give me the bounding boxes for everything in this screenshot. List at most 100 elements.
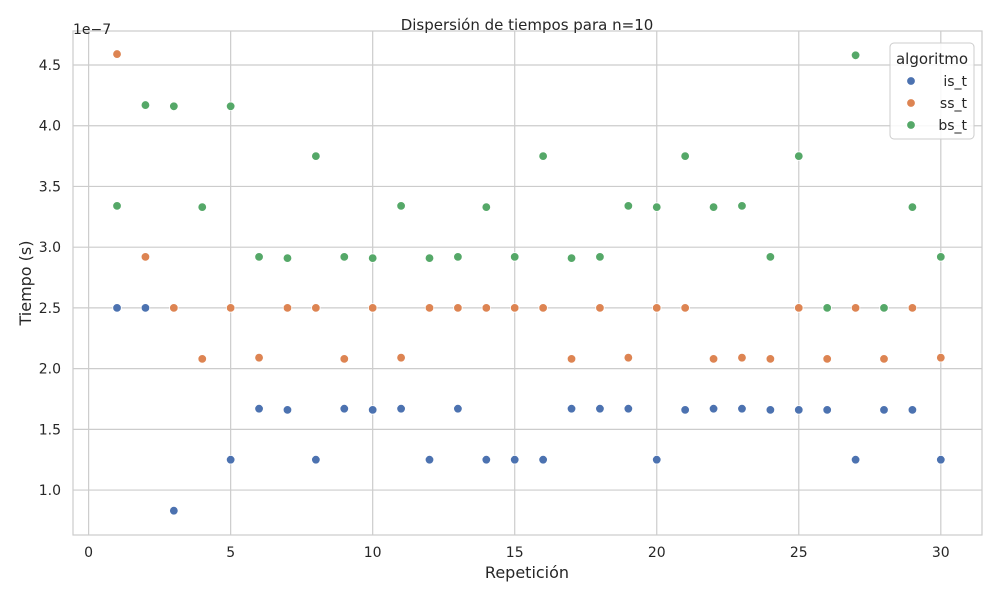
point-is_t-13: [453, 403, 463, 414]
point-is_t-21: [680, 405, 690, 415]
legend-title: algoritmo: [896, 50, 968, 68]
grid: [73, 31, 982, 535]
point-ss_t-27: [850, 303, 861, 313]
point-ss_t-7: [282, 303, 293, 313]
y-tick-labels: 1.0 1.5 2.0 2.5 3.0 3.5 4.0 4.5: [39, 58, 61, 499]
point-bs_t-12: [424, 253, 435, 263]
y-tick-label: 3.0: [39, 240, 61, 256]
point-ss_t-5: [225, 303, 236, 313]
point-ss_t-18: [595, 303, 605, 313]
point-bs_t-13: [453, 252, 463, 262]
point-bs_t-22: [708, 202, 719, 212]
point-bs_t-17: [566, 253, 577, 263]
point-ss_t-20: [652, 303, 662, 313]
y-tick-label: 2.0: [39, 362, 61, 378]
point-bs_t-2: [140, 100, 151, 110]
point-ss_t-13: [453, 303, 463, 313]
point-is_t-26: [822, 405, 832, 415]
x-tick-label: 30: [932, 545, 950, 561]
point-ss_t-15: [510, 303, 520, 313]
y-tick-label: 2.5: [39, 301, 61, 317]
point-is_t-23: [737, 403, 747, 414]
x-tick-labels: 0 5 10 15 20 25 30: [84, 545, 950, 561]
y-tick-label: 1.5: [39, 422, 61, 438]
point-ss_t-4: [197, 354, 207, 364]
y-tick-label: 3.5: [39, 179, 61, 195]
point-ss_t-8: [311, 303, 321, 313]
point-is_t-3: [169, 506, 179, 516]
point-is_t-6: [254, 403, 264, 414]
point-ss_t-14: [481, 303, 492, 313]
x-tick-label: 25: [790, 545, 808, 561]
point-bs_t-1: [112, 201, 122, 211]
point-ss_t-9: [339, 354, 349, 364]
point-ss_t-22: [708, 354, 719, 364]
point-is_t-9: [339, 403, 349, 414]
legend-box: [889, 42, 975, 140]
point-bs_t-29: [907, 202, 918, 212]
point-is_t-15: [510, 455, 520, 465]
point-bs_t-4: [197, 202, 207, 212]
point-bs_t-24: [765, 252, 776, 262]
x-axis-label: Repetición: [485, 563, 569, 582]
y-tick-label: 4.0: [39, 119, 61, 135]
point-bs_t-14: [481, 202, 492, 212]
point-bs_t-11: [396, 201, 406, 211]
point-is_t-16: [538, 455, 548, 465]
point-ss_t-10: [367, 303, 378, 313]
point-ss_t-29: [907, 303, 918, 313]
point-is_t-7: [282, 405, 293, 415]
point-is_t-11: [396, 403, 406, 414]
point-bs_t-30: [936, 252, 946, 262]
plot-frame: [72, 30, 983, 536]
y-tick-label: 1.0: [39, 483, 61, 499]
point-ss_t-11: [396, 352, 406, 363]
point-is_t-30: [936, 455, 946, 465]
point-ss_t-24: [765, 354, 776, 364]
point-is_t-24: [765, 405, 776, 415]
legend-marker-bs_t: [906, 120, 916, 130]
point-ss_t-30: [936, 352, 946, 363]
point-is_t-2: [140, 303, 151, 313]
y-offset-label: 1e−7: [73, 22, 111, 38]
legend-label-ss_t: ss_t: [940, 96, 968, 112]
point-bs_t-19: [623, 201, 634, 211]
point-is_t-10: [367, 405, 378, 415]
point-bs_t-10: [367, 253, 378, 263]
point-is_t-17: [566, 403, 577, 414]
legend-label-is_t: is_t: [943, 74, 967, 90]
point-bs_t-7: [282, 253, 293, 263]
point-is_t-22: [708, 403, 719, 414]
y-tick-label: 4.5: [39, 58, 61, 74]
point-ss_t-1: [112, 49, 122, 59]
point-bs_t-3: [169, 101, 179, 111]
point-is_t-29: [907, 405, 918, 415]
legend-items: is_t ss_t bs_t: [906, 74, 968, 134]
point-ss_t-19: [623, 352, 634, 363]
point-is_t-12: [424, 455, 435, 465]
point-bs_t-25: [794, 151, 804, 161]
legend: algoritmo is_t ss_t bs_t: [889, 42, 975, 140]
point-is_t-25: [794, 405, 804, 415]
legend-marker-is_t: [906, 76, 916, 86]
data-points: [112, 49, 946, 516]
point-bs_t-8: [311, 151, 321, 161]
legend-marker-ss_t: [906, 98, 916, 108]
point-ss_t-16: [538, 303, 548, 313]
point-bs_t-26: [822, 303, 832, 313]
x-tick-label: 0: [84, 545, 93, 561]
point-bs_t-6: [254, 252, 264, 262]
point-ss_t-21: [680, 303, 690, 313]
point-ss_t-25: [794, 303, 804, 313]
point-is_t-28: [879, 405, 889, 415]
point-is_t-18: [595, 403, 605, 414]
point-bs_t-15: [510, 252, 520, 262]
point-ss_t-2: [140, 252, 151, 262]
point-ss_t-6: [254, 352, 264, 363]
point-is_t-27: [850, 455, 861, 465]
point-bs_t-20: [652, 202, 662, 212]
point-is_t-1: [112, 303, 122, 313]
point-is_t-14: [481, 455, 492, 465]
point-is_t-20: [652, 455, 662, 465]
